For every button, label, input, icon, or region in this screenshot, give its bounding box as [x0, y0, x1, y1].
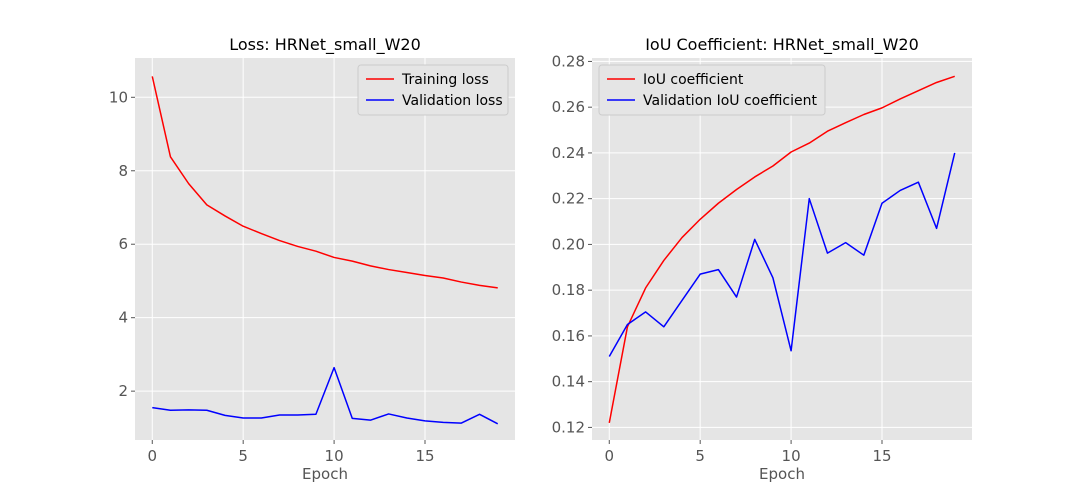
- series-line-2: [608, 152, 956, 357]
- chart-title: IoU Coefficient: HRNet_small_W20: [645, 35, 919, 55]
- y-tick-label: 0.12: [552, 418, 585, 436]
- legend: [598, 64, 826, 116]
- y-tick-label: 0.20: [552, 235, 585, 253]
- y-tick-label: 0.22: [552, 190, 585, 208]
- y-tick-label: 8: [118, 162, 128, 180]
- plot-area: [592, 58, 972, 440]
- chart-title: Loss: HRNet_small_W20: [229, 35, 421, 55]
- x-tick-label: 0: [147, 447, 157, 465]
- x-tick-label: 5: [695, 447, 705, 465]
- series-line-1: [151, 76, 498, 289]
- y-tick-label: 0.18: [552, 281, 585, 299]
- x-tick-label: 10: [782, 447, 801, 465]
- y-tick-label: 10: [109, 88, 128, 106]
- x-tick-label: 10: [325, 447, 344, 465]
- legend: [357, 64, 509, 116]
- y-tick-label: 4: [118, 309, 128, 327]
- y-tick-label: 6: [118, 235, 128, 253]
- x-tick-label: 15: [872, 447, 891, 465]
- x-axis-label: Epoch: [302, 465, 348, 483]
- series-line-1: [608, 75, 955, 423]
- y-tick-label: 0.28: [552, 52, 585, 70]
- x-tick-label: 5: [238, 447, 248, 465]
- y-tick-label: 2: [118, 382, 128, 400]
- loss-chart: 0 5 10 15 2 4 6 8 10 Loss: HRNet_small_W20 Epoch Tr…: [109, 35, 515, 483]
- plot-area: [135, 58, 515, 440]
- x-tick-label: 0: [604, 447, 614, 465]
- legend-label-1: Training loss: [401, 72, 489, 88]
- y-tick-label: 0.24: [552, 144, 585, 162]
- legend-label-1: IoU coefficient: [643, 72, 744, 88]
- legend-label-2: Validation IoU coefficient: [643, 93, 817, 109]
- x-tick-label: 15: [415, 447, 434, 465]
- series-line-2: [152, 366, 499, 425]
- iou-chart: 0 5 10 15 0.12 0.14 0.16 0.18 0.20 0.22 0.24 0.26 0.…: [552, 35, 972, 483]
- x-axis-label: Epoch: [759, 465, 805, 483]
- y-tick-label: 0.16: [552, 327, 585, 345]
- y-tick-label: 0.14: [552, 373, 585, 391]
- y-tick-label: 0.26: [552, 98, 585, 116]
- legend-label-2: Validation loss: [402, 93, 503, 109]
